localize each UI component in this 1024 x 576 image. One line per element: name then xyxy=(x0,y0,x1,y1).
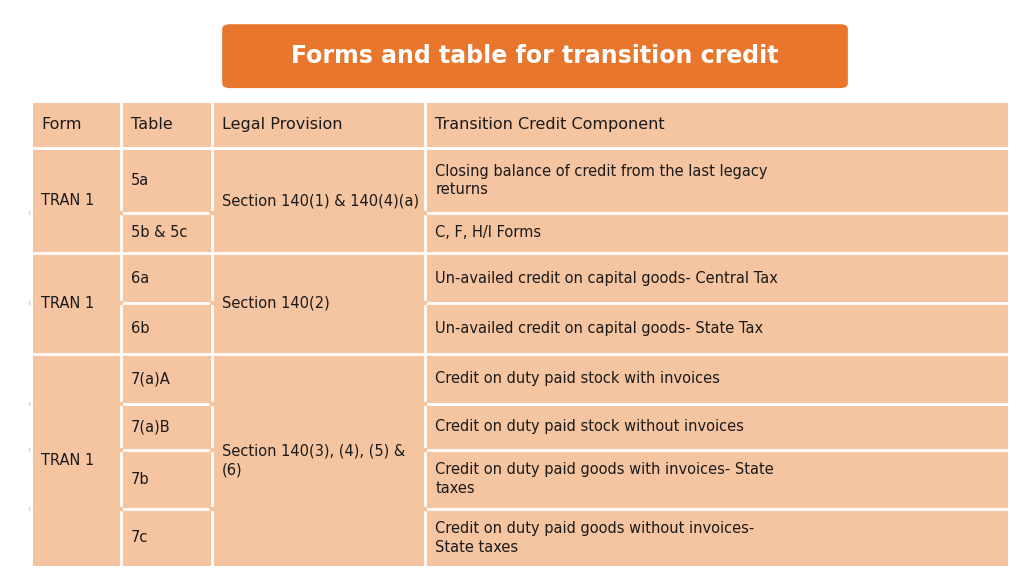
Bar xyxy=(212,404,425,450)
Bar xyxy=(31,149,121,213)
Bar xyxy=(212,304,425,354)
Text: 6b: 6b xyxy=(131,321,150,336)
Bar xyxy=(425,149,1009,213)
Bar xyxy=(121,304,212,354)
Text: 5a: 5a xyxy=(131,173,150,188)
Bar xyxy=(31,213,121,253)
Bar xyxy=(121,509,212,567)
Bar xyxy=(31,404,121,450)
Bar xyxy=(212,149,425,213)
Text: 7(a)B: 7(a)B xyxy=(131,419,171,434)
Text: Credit on duty paid stock with invoices: Credit on duty paid stock with invoices xyxy=(435,372,720,386)
Bar xyxy=(212,509,425,567)
Text: TRAN 1: TRAN 1 xyxy=(41,193,94,208)
Text: Section 140(1) & 140(4)(a): Section 140(1) & 140(4)(a) xyxy=(222,193,420,208)
Bar xyxy=(121,149,212,213)
Bar xyxy=(121,450,212,509)
Bar xyxy=(425,404,1009,450)
Bar xyxy=(212,213,425,253)
Text: TRAN 1: TRAN 1 xyxy=(41,296,94,311)
Bar xyxy=(31,101,121,149)
Text: 6a: 6a xyxy=(131,271,150,286)
Text: Un-availed credit on capital goods- Central Tax: Un-availed credit on capital goods- Cent… xyxy=(435,271,778,286)
Bar xyxy=(31,304,121,354)
Bar xyxy=(121,354,212,404)
Bar xyxy=(425,304,1009,354)
Bar xyxy=(212,354,425,404)
Text: Transition Credit Component: Transition Credit Component xyxy=(435,117,665,132)
Text: 7b: 7b xyxy=(131,472,150,487)
Text: Section 140(3), (4), (5) &
(6): Section 140(3), (4), (5) & (6) xyxy=(222,444,406,478)
Text: Forms and table for transition credit: Forms and table for transition credit xyxy=(291,44,779,68)
Bar xyxy=(31,253,121,304)
Bar xyxy=(212,101,425,149)
Text: 7(a)A: 7(a)A xyxy=(131,372,171,386)
Bar xyxy=(425,509,1009,567)
Text: Form: Form xyxy=(41,117,82,132)
Bar xyxy=(425,354,1009,404)
Text: Credit on duty paid goods with invoices- State
taxes: Credit on duty paid goods with invoices-… xyxy=(435,463,774,496)
Bar xyxy=(425,213,1009,253)
Bar xyxy=(31,101,1009,567)
FancyBboxPatch shape xyxy=(222,24,848,88)
Bar xyxy=(212,450,425,509)
Bar xyxy=(121,213,212,253)
Text: Closing balance of credit from the last legacy
returns: Closing balance of credit from the last … xyxy=(435,164,768,198)
Text: Un-availed credit on capital goods- State Tax: Un-availed credit on capital goods- Stat… xyxy=(435,321,763,336)
Bar xyxy=(121,101,212,149)
Bar xyxy=(121,404,212,450)
Text: C, F, H/I Forms: C, F, H/I Forms xyxy=(435,225,542,240)
Text: Credit on duty paid goods without invoices-
State taxes: Credit on duty paid goods without invoic… xyxy=(435,521,755,555)
Bar xyxy=(425,253,1009,304)
Bar xyxy=(31,450,121,509)
Bar xyxy=(31,354,121,404)
Bar xyxy=(425,101,1009,149)
Bar xyxy=(212,253,425,304)
Bar xyxy=(425,450,1009,509)
Text: Credit on duty paid stock without invoices: Credit on duty paid stock without invoic… xyxy=(435,419,744,434)
Text: TRAN 1: TRAN 1 xyxy=(41,453,94,468)
Text: Table: Table xyxy=(131,117,173,132)
Bar xyxy=(31,509,121,567)
Bar xyxy=(121,253,212,304)
Text: 5b & 5c: 5b & 5c xyxy=(131,225,187,240)
Text: Section 140(2): Section 140(2) xyxy=(222,296,330,311)
Text: Legal Provision: Legal Provision xyxy=(222,117,343,132)
Text: 7c: 7c xyxy=(131,530,148,545)
